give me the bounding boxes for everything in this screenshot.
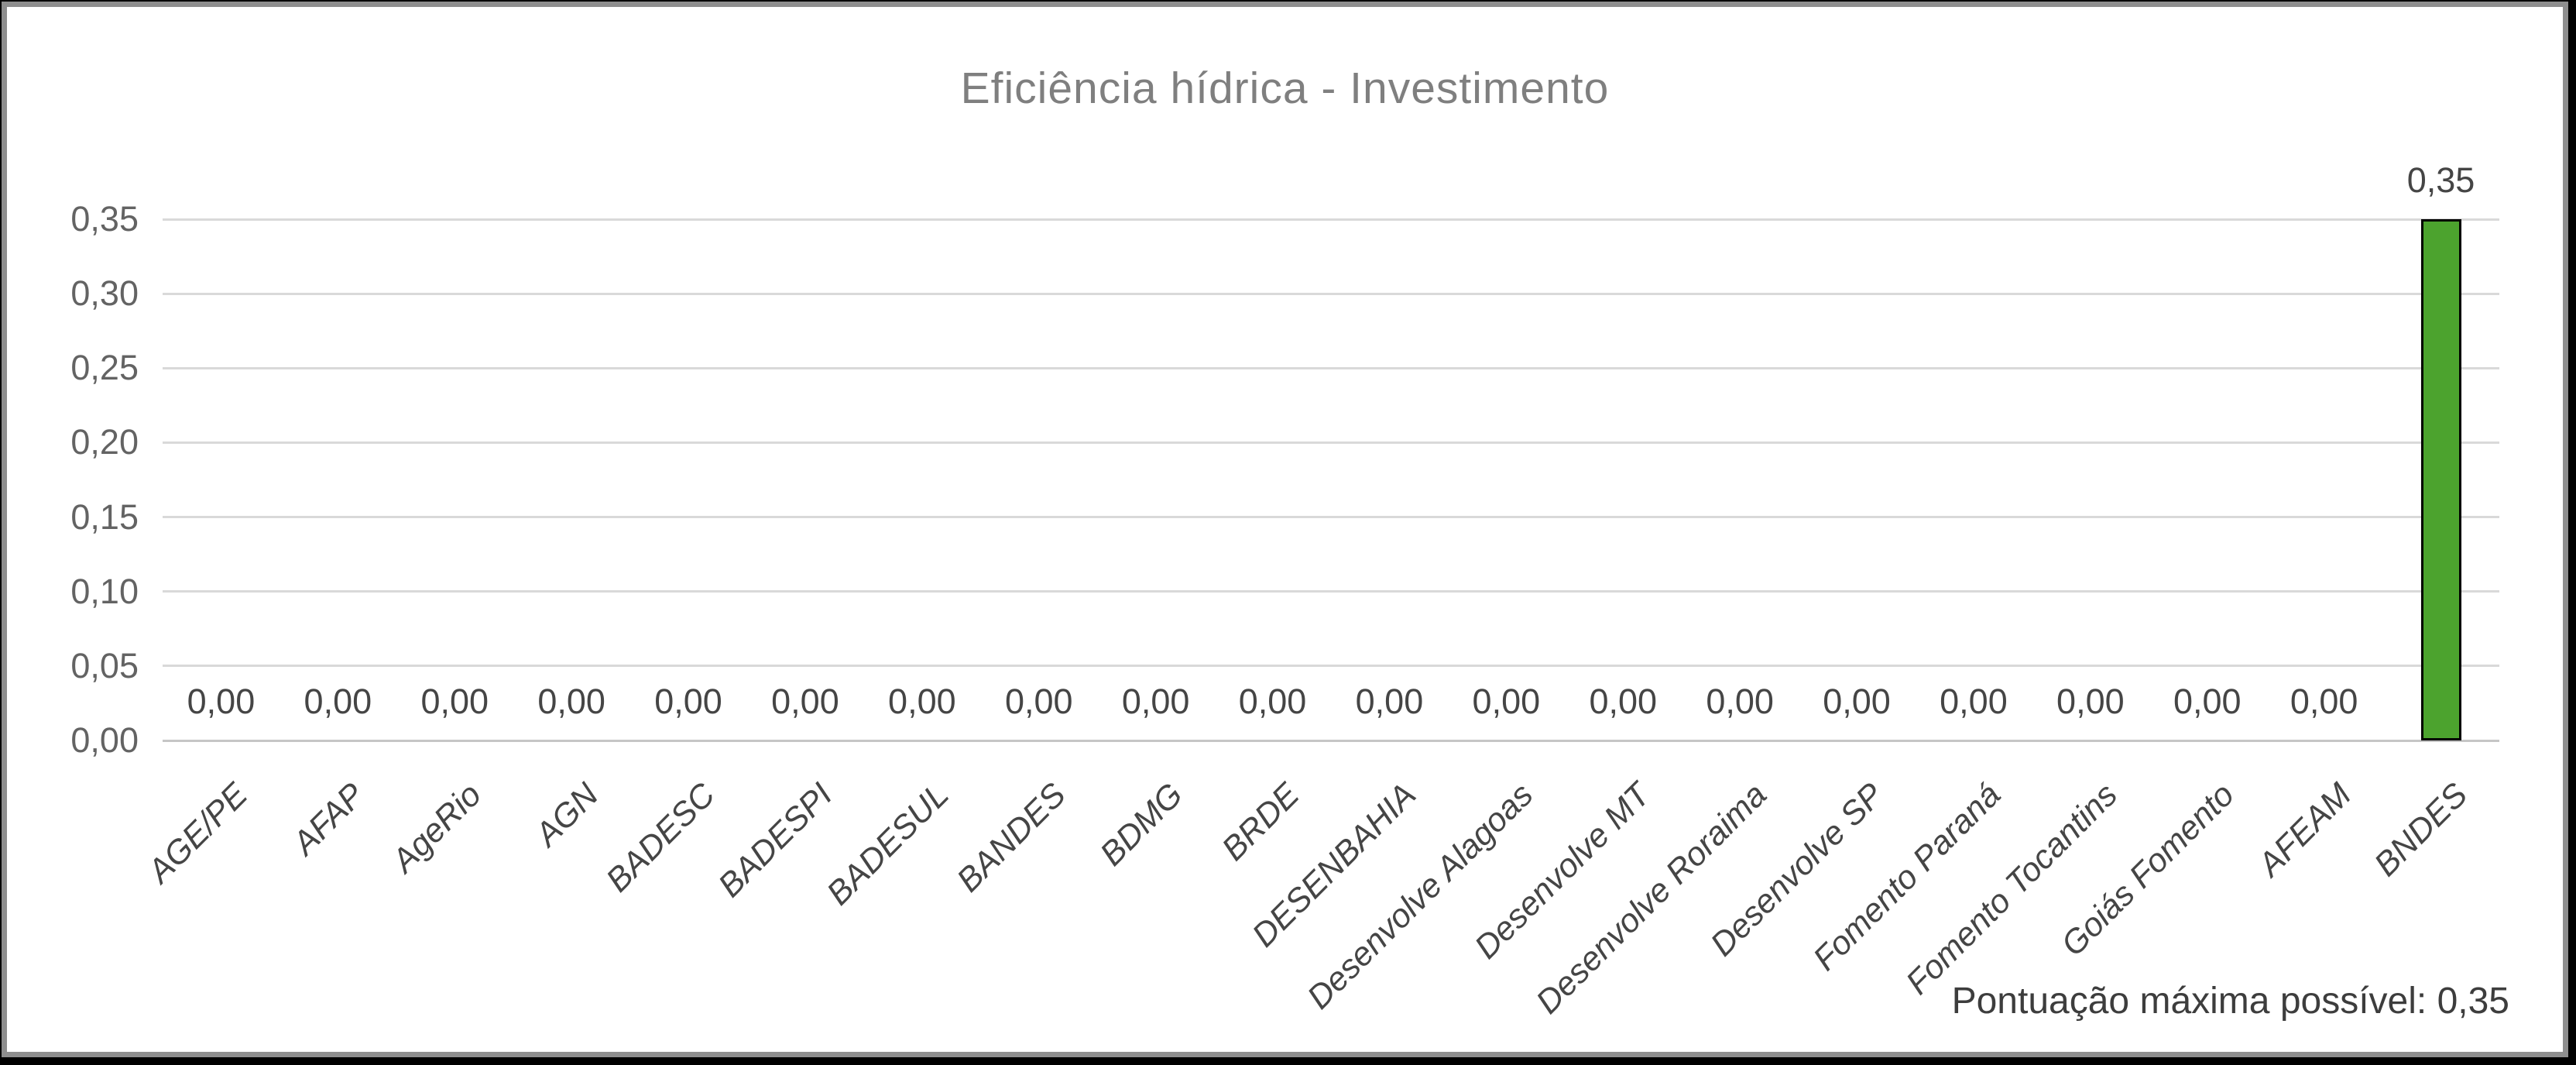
bar-value-label: 0,00: [2173, 682, 2242, 721]
x-category-label: BDMG: [1092, 776, 1190, 874]
max-score-note: Pontuação máxima possível: 0,35: [1951, 981, 2509, 1022]
x-category-label: BRDE: [1215, 776, 1307, 868]
chart-canvas: Eficiência hídrica - Investimento 0,00 0,…: [7, 7, 2563, 1052]
bar-value-label: 0,00: [1472, 682, 1541, 721]
bar[interactable]: [2420, 219, 2461, 740]
bar-value-label: 0,00: [771, 682, 839, 721]
y-tick-label: 0,10: [70, 571, 139, 611]
gridline: [163, 665, 2499, 668]
bar-value-label: 0,00: [2290, 682, 2358, 721]
gridline: [163, 218, 2499, 221]
x-category-label: AgeRio: [385, 776, 489, 880]
y-tick-label: 0,00: [70, 720, 139, 760]
y-tick-label: 0,25: [70, 348, 139, 388]
bar-value-label: 0,00: [1706, 682, 1774, 721]
gridline: [163, 366, 2499, 369]
gridline: [163, 516, 2499, 519]
y-tick-label: 0,15: [70, 496, 139, 537]
x-category-label: BNDES: [2367, 776, 2475, 884]
gridline: [163, 292, 2499, 295]
x-category-label: AGE/PE: [141, 776, 256, 891]
chart-title: Eficiência hídrica - Investimento: [960, 64, 1610, 113]
x-category-label: AGN: [528, 776, 606, 854]
x-category-label: Desenvolve Roraima: [1528, 776, 1775, 1022]
bar-value-label: 0,00: [304, 682, 372, 721]
gridline: [163, 590, 2499, 593]
bar-value-label: 0,00: [1238, 682, 1307, 721]
x-category-label: AFAP: [286, 776, 372, 863]
bar-value-label: 0,00: [654, 682, 722, 721]
x-axis-line: [163, 739, 2499, 742]
bar-value-label: 0,00: [1004, 682, 1073, 721]
x-category-label: Fomento Tocantins: [1899, 776, 2125, 1002]
bar-value-label: 0,00: [888, 682, 956, 721]
bar-value-label: 0,00: [420, 682, 489, 721]
x-category-label: BADESUL: [819, 776, 956, 912]
bar-value-label: 0,00: [2056, 682, 2125, 721]
bar-value-label: 0,00: [1355, 682, 1424, 721]
bar-value-label: 0,00: [187, 682, 256, 721]
y-tick-label: 0,35: [70, 199, 139, 239]
bar-value-label: 0,00: [537, 682, 605, 721]
y-tick-label: 0,20: [70, 422, 139, 462]
gridline: [163, 441, 2499, 444]
y-tick-label: 0,05: [70, 645, 139, 685]
x-category-label: BADESC: [599, 776, 723, 899]
x-category-label: BANDES: [949, 776, 1073, 899]
bar-value-label: 0,35: [2406, 160, 2475, 200]
bar-value-label: 0,00: [1823, 682, 1891, 721]
x-category-label: Desenvolve Alagoas: [1300, 776, 1541, 1017]
bar-value-label: 0,00: [1589, 682, 1658, 721]
bar-value-label: 0,00: [1940, 682, 2008, 721]
x-category-label: AFEAM: [2250, 776, 2358, 884]
y-tick-label: 0,30: [70, 273, 139, 314]
bar-value-label: 0,00: [1121, 682, 1190, 721]
